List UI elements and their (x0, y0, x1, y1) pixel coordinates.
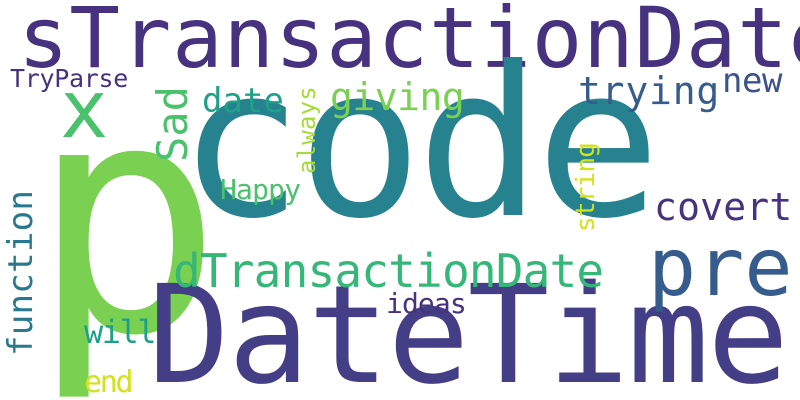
word-stransactiondate: sTransactionDate (18, 0, 800, 87)
word-always: always (293, 86, 321, 174)
word-x: x (60, 63, 109, 156)
word-new: new (722, 61, 782, 101)
word-end: end (84, 365, 134, 400)
word-datetime: DateTime (148, 257, 789, 400)
word-sad: Sad (148, 86, 197, 162)
word-p: p (30, 34, 223, 400)
word-pre: pre (648, 221, 793, 314)
word-giving: giving (330, 75, 465, 119)
word-trying: trying (578, 69, 721, 113)
word-dtransactiondate: dTransactionDate (173, 244, 604, 298)
word-will: will (84, 313, 157, 351)
word-happy: Happy (220, 173, 301, 206)
word-tryparse: TryParse (10, 64, 129, 93)
word-code: code (178, 23, 661, 265)
word-covert: covert (654, 185, 793, 229)
word-function: function (1, 189, 41, 356)
word-date: date (202, 81, 284, 121)
word-string: string (571, 142, 601, 232)
word-ideas: ideas (386, 287, 467, 320)
